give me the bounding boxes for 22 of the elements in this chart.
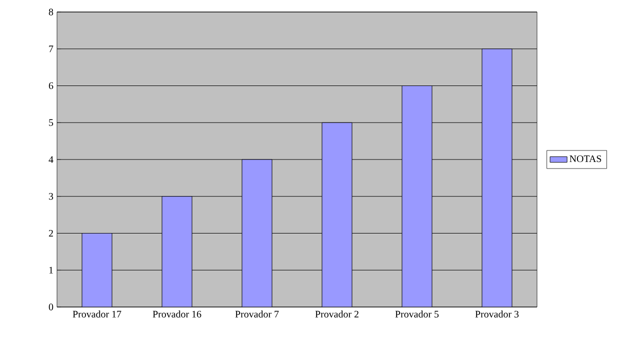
bar (482, 48, 512, 307)
bar (402, 85, 432, 307)
x-tick-label: Provador 17 (72, 310, 122, 318)
y-tick-label: 6 (48, 82, 54, 90)
y-tick-label: 4 (48, 156, 54, 163)
legend-label: NOTAS (570, 155, 602, 162)
bar (322, 122, 352, 307)
y-tick-label: 8 (48, 8, 54, 16)
y-tick-label: 1 (49, 266, 53, 274)
x-tick-label: Provador 3 (475, 310, 519, 318)
y-tick-label: 7 (49, 46, 54, 52)
x-tick-label: Provador 5 (395, 310, 439, 318)
y-tick-label: 0 (48, 304, 54, 310)
y-tick-label: 2 (48, 230, 53, 237)
x-tick-label: Provador 7 (235, 310, 279, 318)
bar (242, 159, 272, 307)
bar (162, 196, 192, 307)
y-tick-label: 3 (48, 193, 54, 200)
x-tick-label: Provador 16 (152, 310, 202, 318)
y-tick-label: 5 (49, 119, 54, 126)
x-tick-label: Provador 2 (315, 310, 358, 318)
bar (82, 233, 112, 307)
